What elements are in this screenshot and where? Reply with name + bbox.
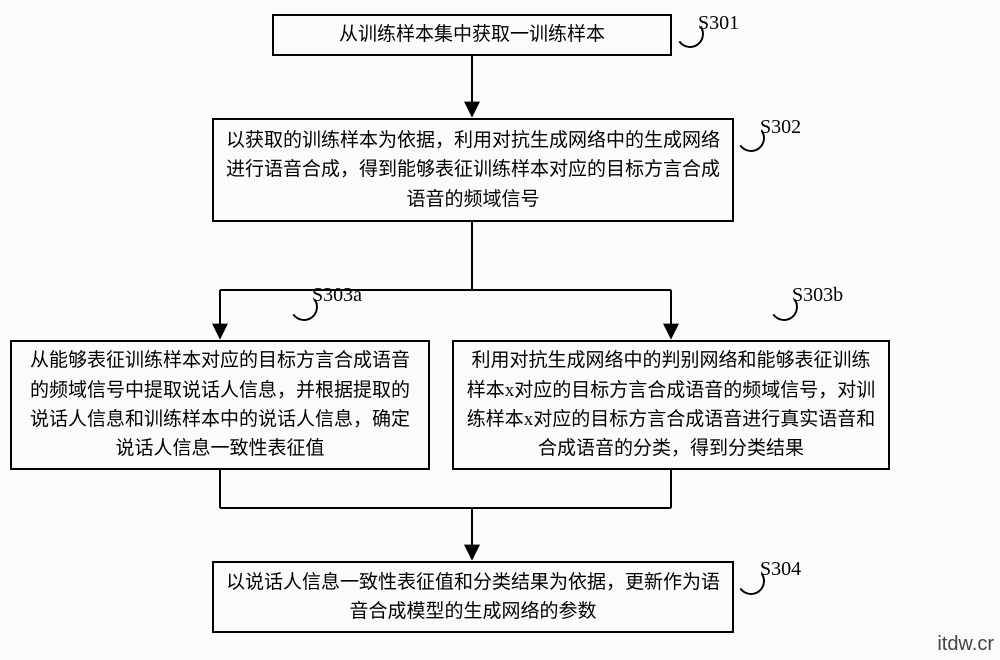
node-s302-text: 以获取的训练样本为依据，利用对抗生成网络中的生成网络进行语音合成，得到能够表征训… <box>224 126 722 214</box>
label-s304: S304 <box>760 558 801 581</box>
node-s303b: 利用对抗生成网络中的判别网络和能够表征训练样本x对应的目标方言合成语音的频域信号… <box>452 340 890 470</box>
label-s302: S302 <box>760 116 801 139</box>
node-s303b-text: 利用对抗生成网络中的判别网络和能够表征训练样本x对应的目标方言合成语音的频域信号… <box>464 346 878 464</box>
node-s304-text: 以说话人信息一致性表征值和分类结果为依据，更新作为语音合成模型的生成网络的参数 <box>224 568 722 627</box>
node-s301: 从训练样本集中获取一训练样本 <box>272 14 672 56</box>
node-s304: 以说话人信息一致性表征值和分类结果为依据，更新作为语音合成模型的生成网络的参数 <box>212 561 734 633</box>
node-s302: 以获取的训练样本为依据，利用对抗生成网络中的生成网络进行语音合成，得到能够表征训… <box>212 118 734 222</box>
node-s303a-text: 从能够表征训练样本对应的目标方言合成语音的频域信号中提取说话人信息，并根据提取的… <box>22 346 418 464</box>
node-s303a: 从能够表征训练样本对应的目标方言合成语音的频域信号中提取说话人信息，并根据提取的… <box>10 340 430 470</box>
label-s303b: S303b <box>792 284 843 307</box>
label-s301: S301 <box>698 12 739 35</box>
node-s301-text: 从训练样本集中获取一训练样本 <box>339 20 605 49</box>
watermark: itdw.cr <box>937 633 994 656</box>
label-s303a: S303a <box>312 284 362 307</box>
